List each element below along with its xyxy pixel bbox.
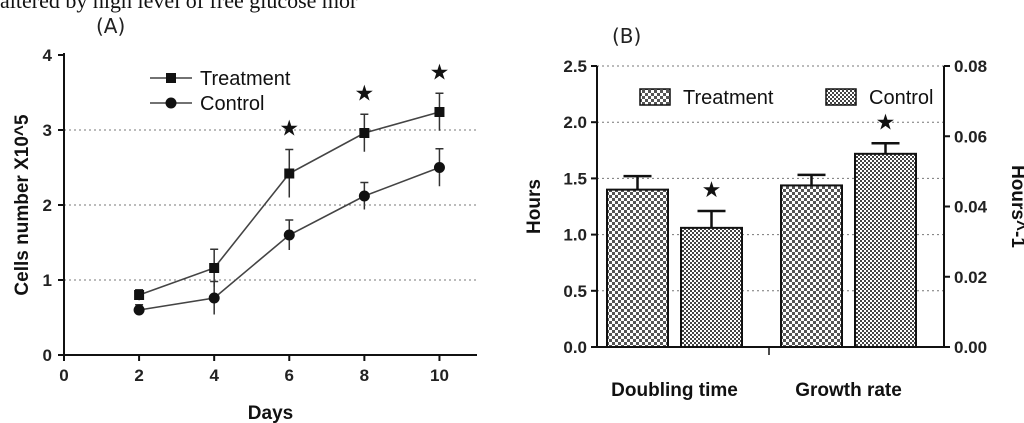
- y-axis-left-title: Hours: [524, 179, 545, 234]
- x-tick-label: 8: [360, 366, 369, 385]
- significance-star: ★: [876, 110, 896, 135]
- data-point-circle: [358, 190, 370, 202]
- legend-swatch-treatment: [639, 88, 671, 106]
- y-tick-label: 3: [43, 121, 52, 140]
- y-tick-label: 0: [43, 346, 52, 365]
- x-axis-title: Days: [248, 403, 293, 423]
- y-tick-label-left: 1.5: [563, 169, 587, 188]
- x-category-label: Growth rate: [795, 380, 902, 401]
- y-tick-label: 4: [43, 46, 53, 65]
- data-point-square: [434, 107, 445, 117]
- y-tick-label-left: 2.5: [563, 57, 587, 76]
- panel-label-b: (B): [612, 24, 642, 48]
- data-point-square: [359, 128, 370, 138]
- y-tick-label: 2: [43, 196, 52, 215]
- data-point-square: [134, 290, 145, 300]
- data-point-square: [284, 168, 295, 179]
- x-tick-label: 10: [430, 366, 449, 385]
- legend-swatch-control: [825, 88, 857, 106]
- data-point-circle: [283, 229, 295, 241]
- data-point-square: [209, 263, 220, 273]
- bar-treatment: [780, 184, 843, 348]
- y-tick-label-left: 2.0: [563, 113, 587, 132]
- panel-a-line-chart: 0 1 2 3 4 0 2 4 6 8 10 Days Cells number X10^5 ★ ★ ★ Tre…: [12, 46, 477, 423]
- x-tick-label: 4: [209, 366, 219, 385]
- bar-control: [854, 152, 917, 348]
- data-point-circle: [208, 292, 220, 304]
- y-tick-label: 1: [43, 271, 52, 290]
- y-tick-label-right: 0.08: [954, 57, 987, 76]
- significance-star: ★: [279, 117, 299, 142]
- bar-control: [680, 226, 743, 348]
- x-tick-label: 6: [285, 366, 294, 385]
- y-tick-label-right: 0.06: [954, 127, 987, 146]
- data-point-circle: [433, 162, 445, 173]
- legend-label-control: Control: [869, 87, 933, 109]
- panel-label-a: (A): [96, 14, 126, 38]
- y-tick-label-right: 0.00: [954, 338, 987, 357]
- legend-marker-circle: [165, 97, 177, 109]
- y-tick-label-left: 0.5: [563, 282, 587, 301]
- x-tick-label: 0: [59, 366, 68, 385]
- legend-label-treatment: Treatment: [200, 68, 291, 90]
- y-axis-right-title: Hours^-1: [1007, 165, 1024, 248]
- panel-b-bar-chart: 0.0 0.5 1.0 1.5 2.0 2.5 0.00 0.02 0.04 0.06 0.08 Ho…: [524, 57, 1024, 401]
- y-tick-label-left: 0.0: [563, 338, 587, 357]
- legend-label-treatment: Treatment: [683, 87, 774, 109]
- x-category-label: Doubling time: [611, 380, 738, 401]
- caption-fragment: altered by high level of free glucose mo…: [0, 0, 358, 13]
- x-tick-label: 2: [134, 366, 143, 385]
- significance-star: ★: [354, 81, 374, 106]
- y-tick-label-left: 1.0: [563, 226, 587, 245]
- y-tick-label-right: 0.04: [954, 198, 988, 217]
- significance-star: ★: [430, 60, 450, 85]
- bar-treatment: [606, 188, 669, 348]
- data-point-circle: [133, 304, 145, 316]
- legend-marker-square: [166, 73, 176, 83]
- legend-label-control: Control: [200, 93, 264, 115]
- significance-star: ★: [702, 178, 722, 203]
- y-tick-label-right: 0.02: [954, 268, 987, 287]
- y-axis-title: Cells number X10^5: [12, 114, 33, 296]
